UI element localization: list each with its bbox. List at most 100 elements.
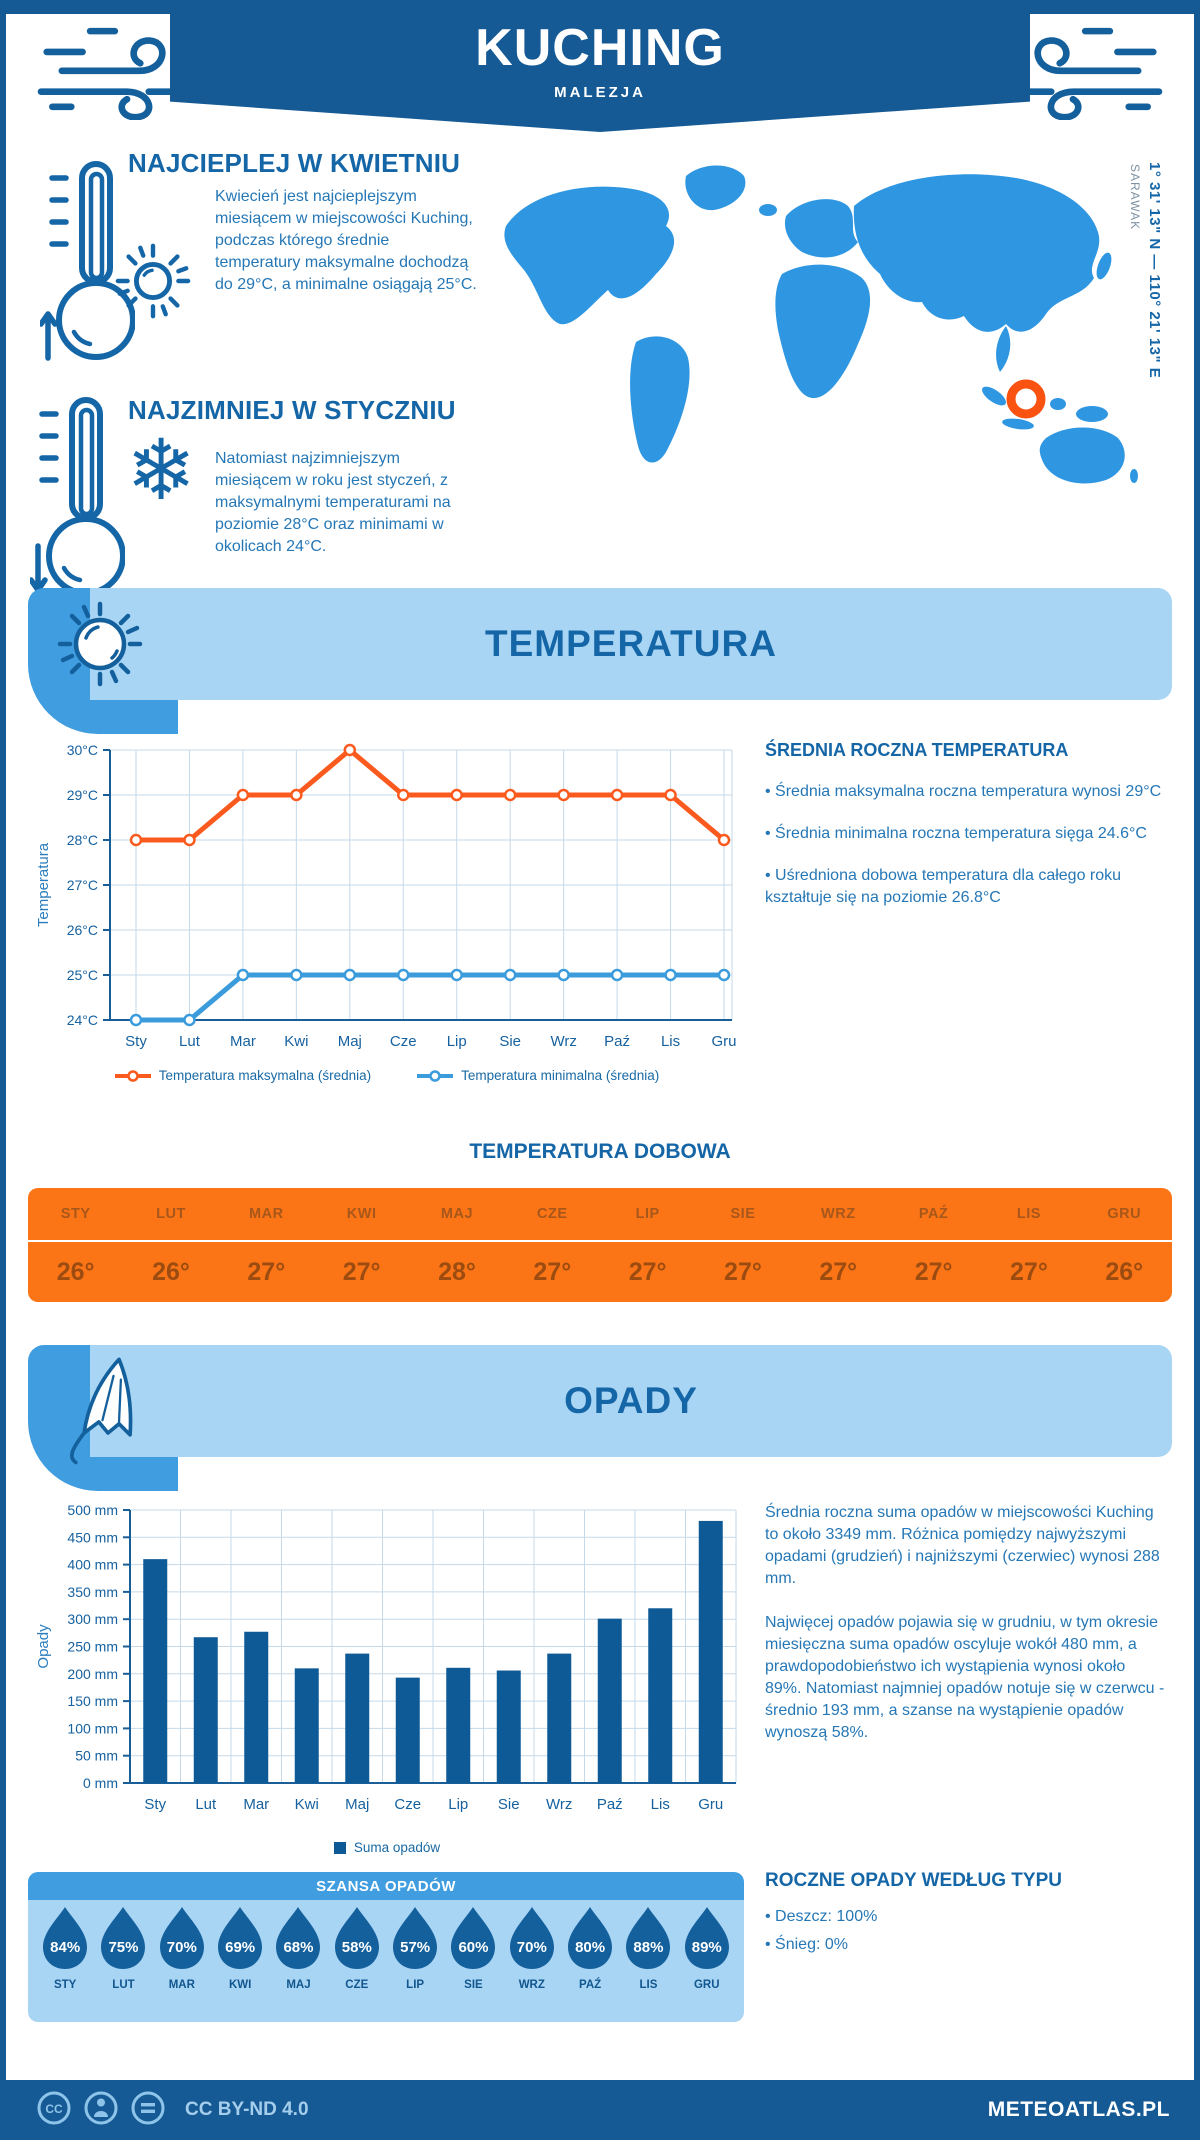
chance-month: SIE [464, 1979, 483, 1991]
map-coordinates: 1° 31' 13" N — 110° 21' 13" E [1146, 162, 1163, 379]
precipitation-types: ROCZNE OPADY WEDŁUG TYPU • Deszcz: 100% … [765, 1870, 1165, 1956]
chance-percent: 89% [691, 1939, 722, 1956]
svg-text:450 mm: 450 mm [67, 1529, 118, 1545]
chance-month: PAŹ [579, 1979, 602, 1991]
daily-month-cell: MAR [249, 1206, 284, 1222]
daily-months-row: STY LUT MAR KWI MAJ CZE LIP SIE WRZ PAŹ LIS GRU [28, 1188, 1172, 1242]
daily-temperature-title: TEMPERATURA DOBOWA [469, 1140, 731, 1163]
svg-text:30°C: 30°C [67, 742, 98, 758]
license-label: CC BY-ND 4.0 [185, 2099, 309, 2120]
chance-month: MAR [168, 1979, 195, 1991]
precipitation-chance-title: SZANSA OPADÓW [28, 1872, 744, 1900]
legend-item: Temperatura minimalna (średnia) [417, 1068, 659, 1083]
svg-text:50 mm: 50 mm [75, 1748, 118, 1764]
svg-text:Lip: Lip [447, 1033, 467, 1050]
daily-month-cell: WRZ [821, 1206, 856, 1222]
precipitation-types-title: ROCZNE OPADY WEDŁUG TYPU [765, 1870, 1062, 1891]
precipitation-banner: OPADY [90, 1345, 1172, 1457]
daily-month-cell: STY [60, 1206, 91, 1222]
chance-percent: 84% [50, 1939, 81, 1956]
svg-text:24°C: 24°C [67, 1012, 98, 1028]
daily-value-cell: 27° [533, 1257, 572, 1286]
svg-text:Lut: Lut [179, 1033, 201, 1050]
umbrella-icon [62, 1352, 154, 1473]
daily-month-cell: LIP [635, 1206, 660, 1222]
map-region-label: SARAWAK [1128, 164, 1142, 231]
svg-text:Paź: Paź [604, 1033, 630, 1050]
precipitation-paragraph: Średnia roczna suma opadów w miejscowośc… [765, 1504, 1160, 1587]
svg-text:Gru: Gru [698, 1796, 723, 1813]
svg-text:Wrz: Wrz [550, 1033, 576, 1050]
chance-percent: 60% [458, 1939, 489, 1956]
svg-text:Sie: Sie [498, 1796, 520, 1813]
title-banner: KUCHING MALEZJA [170, 0, 1030, 132]
chance-percent: 80% [575, 1939, 606, 1956]
svg-text:200 mm: 200 mm [67, 1666, 118, 1682]
chance-percent: 70% [516, 1939, 547, 1956]
daily-month-cell: PAŹ [918, 1206, 949, 1222]
precipitation-chart: 0 mm 50 mm 100 mm 150 mm 200 mm 250 mm 300 mm 3… [30, 1495, 744, 1836]
svg-text:Temperatura: Temperatura [35, 842, 52, 927]
chance-percent: 88% [633, 1939, 664, 1956]
precipitation-paragraph: Najwięcej opadów pojawia się w grudniu, … [765, 1614, 1165, 1741]
legend-item: Suma opadów [333, 1840, 440, 1855]
page-border-left [0, 0, 6, 2140]
svg-text:25°C: 25°C [67, 967, 98, 983]
daily-value-cell: 27° [628, 1257, 667, 1286]
chance-drop: 69% KWI [214, 1900, 266, 2022]
svg-text:Lut: Lut [195, 1796, 217, 1813]
page-subtitle: MALEZJA [554, 84, 646, 101]
daily-month-cell: SIE [730, 1206, 756, 1222]
precipitation-chance-panel: SZANSA OPADÓW 84% STY 75% LUT 70% MAR 69% KWI 68… [28, 1872, 744, 2022]
chance-month: LIS [639, 1979, 658, 1991]
license-badges: CC CC BY-ND 4.0 [36, 2090, 309, 2131]
location-marker [1006, 379, 1046, 419]
svg-text:300 mm: 300 mm [67, 1611, 118, 1627]
legend-item: Temperatura maksymalna (średnia) [114, 1068, 371, 1083]
svg-text:Mar: Mar [243, 1796, 269, 1813]
temperature-bullet: • Średnia maksymalna roczna temperatura … [765, 783, 1162, 800]
daily-value-cell: 27° [1010, 1257, 1048, 1286]
svg-text:Opady: Opady [35, 1624, 52, 1669]
svg-text:Cze: Cze [394, 1796, 421, 1813]
coldest-heading: NAJZIMNIEJ W STYCZNIU [128, 395, 456, 425]
svg-text:26°C: 26°C [67, 922, 98, 938]
svg-text:400 mm: 400 mm [67, 1557, 118, 1573]
chance-drop: 57% LIP [389, 1900, 441, 2022]
chance-drop: 60% SIE [447, 1900, 499, 2022]
daily-value-cell: 26° [1105, 1257, 1144, 1286]
chance-month: GRU [693, 1979, 720, 1991]
precipitation-summary: Średnia roczna suma opadów w miejscowośc… [765, 1502, 1165, 1744]
page-title: KUCHING [475, 19, 725, 77]
world-map [486, 146, 1146, 501]
daily-temperature-table: STY LUT MAR KWI MAJ CZE LIP SIE WRZ PAŹ LIS GRU 26°… [28, 1188, 1172, 1302]
temperature-chart: 24°C 25°C 26°C 27°C 28°C 29°C 30°C Sty Lut Mar Kwi… [30, 732, 744, 1071]
cc-icon: CC [36, 2090, 72, 2131]
precipitation-chance-drops: 84% STY 75% LUT 70% MAR 69% KWI 68% MAJ 58% CZE 57% L… [28, 1900, 744, 2022]
temperature-section-title: TEMPERATURA [485, 623, 777, 664]
coldest-text: Natomiast najzimniejszym miesiącem w rok… [215, 450, 451, 555]
daily-value-cell: 27° [724, 1257, 762, 1286]
daily-month-cell: GRU [1107, 1206, 1142, 1222]
attribution-person-icon [83, 2090, 119, 2131]
chance-percent: 75% [108, 1939, 139, 1956]
chance-percent: 68% [283, 1939, 314, 1956]
daily-value-cell: 27° [819, 1257, 858, 1286]
svg-text:Sty: Sty [125, 1033, 147, 1050]
chance-drop: 80% PAŹ [564, 1900, 616, 2022]
svg-text:100 mm: 100 mm [67, 1720, 118, 1736]
daily-month-cell: CZE [537, 1206, 568, 1222]
chance-percent: 69% [225, 1939, 256, 1956]
chance-percent: 70% [166, 1939, 197, 1956]
chance-month: MAJ [286, 1979, 311, 1991]
chance-drop: 84% STY [39, 1900, 91, 2022]
temperature-summary: ŚREDNIA ROCZNA TEMPERATURA • Średnia mak… [765, 740, 1165, 909]
temperature-banner: TEMPERATURA [90, 588, 1172, 700]
chance-percent: 57% [400, 1939, 431, 1956]
svg-text:Kwi: Kwi [295, 1796, 319, 1813]
thermometer-up-icon [38, 160, 136, 370]
sun-icon [112, 240, 194, 327]
site-name: METEOATLAS.PL [987, 2098, 1170, 2121]
chance-month: CZE [345, 1979, 369, 1991]
